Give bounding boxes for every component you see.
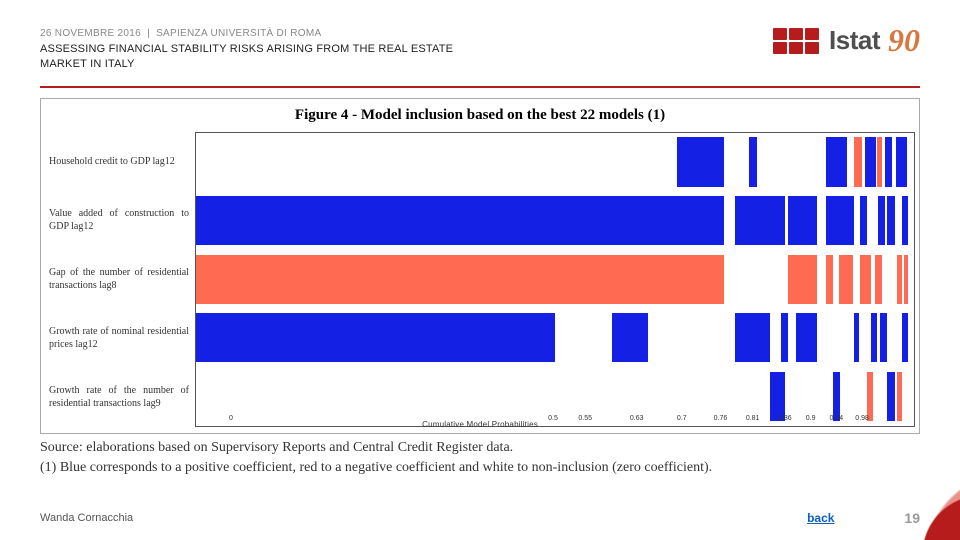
source-line1: Source: elaborations based on Supervisor… — [40, 440, 513, 455]
x-tick: 0.63 — [630, 415, 644, 422]
logo: Istat 90 — [773, 22, 920, 59]
chart: Household credit to GDP lag12Value added… — [45, 132, 915, 427]
page-number: 19 — [904, 510, 920, 526]
istat-mark-icon — [773, 28, 819, 54]
segment — [612, 313, 648, 362]
chart-row — [196, 250, 914, 309]
y-label: Growth rate of the number of residential… — [45, 368, 195, 427]
slide-date: 26 NOVEMBRE 2016 — [40, 28, 141, 39]
meta-sep: | — [147, 28, 150, 39]
x-tick: 0 — [229, 415, 233, 422]
source-line2: (1) Blue corresponds to a positive coeff… — [40, 460, 712, 475]
x-tick: 0.9 — [806, 415, 816, 422]
y-label: Gap of the number of residential transac… — [45, 250, 195, 309]
x-tick: 0.5 — [548, 415, 558, 422]
segment — [865, 137, 876, 186]
chart-rows — [196, 133, 914, 426]
segment — [735, 196, 785, 245]
segment — [887, 372, 894, 421]
segment — [860, 196, 867, 245]
segment — [826, 255, 833, 304]
segment — [735, 313, 771, 362]
figure-panel: Figure 4 - Model inclusion based on the … — [40, 98, 920, 434]
y-axis-labels: Household credit to GDP lag12Value added… — [45, 132, 195, 427]
x-tick: 0.7 — [677, 415, 687, 422]
y-label: Value added of construction to GDP lag12 — [45, 191, 195, 250]
back-link[interactable]: back — [807, 511, 834, 525]
plot-area — [195, 132, 915, 427]
segment — [854, 313, 860, 362]
segment — [896, 137, 907, 186]
segment — [902, 313, 908, 362]
segment — [860, 255, 871, 304]
segment — [877, 137, 883, 186]
segment — [867, 372, 873, 421]
segment — [788, 255, 817, 304]
y-label: Growth rate of nominal residential price… — [45, 309, 195, 368]
segment — [887, 196, 894, 245]
x-tick: 0.94 — [830, 415, 844, 422]
slide-title: ASSESSING FINANCIAL STABILITY RISKS ARIS… — [40, 42, 460, 72]
x-tick: 0.98 — [855, 415, 869, 422]
segment — [904, 255, 908, 304]
istat-wordmark: Istat — [829, 25, 880, 56]
segment — [781, 313, 788, 362]
author: Wanda Cornacchia — [40, 512, 133, 524]
x-tick: 0.86 — [778, 415, 792, 422]
segment — [875, 255, 882, 304]
chart-row — [196, 308, 914, 367]
segment — [878, 196, 885, 245]
corner-decoration-icon — [780, 470, 960, 540]
chart-row — [196, 191, 914, 250]
segment — [885, 137, 892, 186]
segment — [770, 372, 784, 421]
footer: Wanda Cornacchia back 19 — [40, 510, 920, 526]
segment — [196, 196, 724, 245]
x-tick: 0.76 — [714, 415, 728, 422]
segment — [839, 255, 853, 304]
segment — [749, 137, 758, 186]
segment — [902, 196, 908, 245]
segment — [796, 313, 818, 362]
segment — [897, 255, 901, 304]
chart-row — [196, 133, 914, 192]
segment — [880, 313, 887, 362]
segment — [854, 137, 863, 186]
segment — [871, 313, 877, 362]
segment — [196, 313, 555, 362]
segment — [826, 137, 848, 186]
segment — [677, 137, 724, 186]
segment — [196, 255, 724, 304]
header-divider — [40, 86, 920, 88]
figure-source: Source: elaborations based on Supervisor… — [40, 438, 920, 479]
x-tick: 0.55 — [578, 415, 592, 422]
segment — [833, 372, 840, 421]
figure-title: Figure 4 - Model inclusion based on the … — [45, 107, 915, 124]
y-label: Household credit to GDP lag12 — [45, 132, 195, 191]
x-tick: 0.81 — [746, 415, 760, 422]
segment — [788, 196, 817, 245]
segment — [826, 196, 855, 245]
anniversary-mark: 90 — [888, 22, 920, 59]
segment — [897, 372, 901, 421]
x-axis-title: Cumulative Model Probabilities — [422, 420, 538, 429]
slide-place: SAPIENZA UNIVERSITÀ DI ROMA — [156, 28, 321, 39]
